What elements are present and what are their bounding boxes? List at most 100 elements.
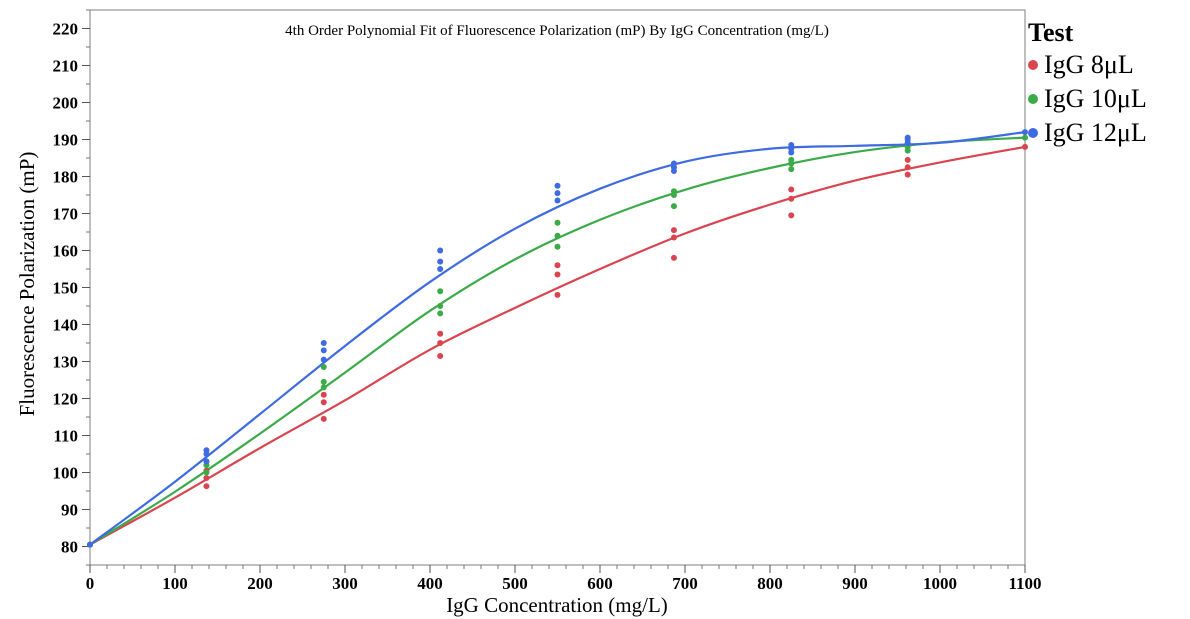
data-point bbox=[904, 156, 911, 163]
y-tick-label: 200 bbox=[53, 94, 79, 113]
data-point bbox=[554, 291, 561, 298]
x-tick-label: 800 bbox=[757, 574, 783, 593]
data-point bbox=[788, 142, 795, 149]
y-tick-label: 80 bbox=[61, 538, 78, 557]
y-tick-label: 90 bbox=[61, 501, 78, 520]
legend-item-igg-8ul: IgG 8μL bbox=[1028, 48, 1188, 82]
data-point bbox=[320, 415, 327, 422]
data-point bbox=[437, 310, 444, 317]
x-tick-label: 0 bbox=[86, 574, 95, 593]
data-point bbox=[320, 384, 327, 391]
data-point bbox=[904, 164, 911, 171]
legend-label: IgG 8μL bbox=[1044, 50, 1134, 79]
data-point bbox=[203, 475, 210, 482]
legend-label: IgG 12μL bbox=[1044, 118, 1147, 147]
data-point bbox=[670, 203, 677, 210]
data-point bbox=[554, 197, 561, 204]
data-point bbox=[904, 134, 911, 141]
data-point bbox=[554, 262, 561, 269]
data-point bbox=[1022, 129, 1028, 136]
fit-curve bbox=[89, 145, 1026, 546]
data-point bbox=[320, 347, 327, 354]
data-point bbox=[904, 171, 911, 178]
data-point bbox=[203, 483, 210, 490]
x-tick-label: 100 bbox=[162, 574, 188, 593]
legend-marker-icon bbox=[1028, 60, 1038, 70]
y-axis: 80 90 100 110 120 130 140 150 160 170 180 190 200 210… bbox=[53, 9, 90, 566]
y-tick-label: 130 bbox=[53, 353, 79, 372]
data-point bbox=[320, 364, 327, 371]
y-tick-label: 190 bbox=[53, 131, 79, 150]
data-point bbox=[203, 469, 210, 476]
y-tick-label: 120 bbox=[53, 390, 79, 409]
data-point bbox=[320, 340, 327, 346]
x-axis: 0 100 200 300 400 500 600 700 800 900 1000 1100 bbox=[86, 565, 1042, 593]
fit-curve bbox=[89, 131, 1026, 546]
data-point bbox=[437, 352, 444, 359]
legend-title: Test bbox=[1028, 18, 1074, 47]
data-point bbox=[437, 330, 444, 337]
data-point bbox=[320, 399, 327, 406]
data-point bbox=[437, 258, 444, 265]
data-point bbox=[670, 160, 677, 167]
y-tick-label: 110 bbox=[53, 427, 78, 446]
data-point bbox=[670, 227, 677, 234]
data-point bbox=[437, 247, 444, 254]
y-tick-label: 180 bbox=[53, 168, 79, 187]
data-point bbox=[437, 340, 444, 346]
x-tick-label: 1000 bbox=[923, 574, 957, 593]
data-point bbox=[788, 212, 795, 219]
data-point bbox=[203, 458, 210, 465]
fit-curve bbox=[89, 136, 1026, 546]
legend-item-igg-12ul: IgG 12μL bbox=[1028, 116, 1188, 150]
legend-marker-icon bbox=[1028, 128, 1038, 138]
legend: Test IgG 8μL IgG 10μL IgG 12μL bbox=[1028, 18, 1188, 150]
data-point bbox=[554, 190, 561, 197]
data-point bbox=[788, 186, 795, 193]
data-point bbox=[554, 232, 561, 239]
x-axis-label: IgG Concentration (mg/L) bbox=[446, 593, 668, 617]
data-point bbox=[320, 378, 327, 385]
x-tick-label: 300 bbox=[332, 574, 358, 593]
data-point bbox=[670, 188, 677, 195]
x-tick-label: 600 bbox=[587, 574, 613, 593]
data-point bbox=[1022, 143, 1028, 150]
data-point bbox=[437, 303, 444, 309]
x-tick-label: 500 bbox=[502, 574, 528, 593]
data-point bbox=[554, 271, 561, 278]
data-point bbox=[670, 254, 677, 261]
data-point bbox=[87, 541, 93, 548]
y-tick-label: 170 bbox=[53, 205, 79, 224]
x-tick-label: 700 bbox=[672, 574, 698, 593]
data-point bbox=[437, 288, 444, 295]
legend-marker-icon bbox=[1028, 94, 1038, 104]
x-tick-label: 400 bbox=[417, 574, 443, 593]
legend-item-igg-10ul: IgG 10μL bbox=[1028, 82, 1188, 116]
y-axis-label: Fluorescence Polarization (mP) bbox=[15, 152, 39, 417]
x-tick-label: 1100 bbox=[1008, 574, 1041, 593]
data-point bbox=[320, 356, 327, 363]
y-tick-label: 220 bbox=[53, 20, 79, 39]
data-point bbox=[320, 391, 327, 398]
data-point bbox=[554, 182, 561, 189]
data-point bbox=[437, 266, 444, 272]
data-point bbox=[1022, 134, 1028, 141]
y-tick-label: 100 bbox=[53, 464, 79, 483]
legend-label: IgG 10μL bbox=[1044, 84, 1147, 113]
y-tick-label: 160 bbox=[53, 242, 79, 261]
data-points bbox=[87, 129, 1028, 548]
y-tick-label: 210 bbox=[53, 57, 79, 76]
data-point bbox=[788, 166, 795, 173]
data-point bbox=[788, 156, 795, 163]
fit-curves bbox=[89, 131, 1026, 546]
chart-title: 4th Order Polynomial Fit of Fluorescence… bbox=[285, 23, 829, 39]
data-point bbox=[554, 243, 561, 250]
data-point bbox=[670, 234, 677, 241]
y-tick-label: 140 bbox=[53, 316, 79, 335]
y-tick-label: 150 bbox=[53, 279, 79, 298]
x-tick-label: 900 bbox=[842, 574, 868, 593]
x-tick-label: 200 bbox=[247, 574, 273, 593]
data-point bbox=[554, 219, 561, 226]
